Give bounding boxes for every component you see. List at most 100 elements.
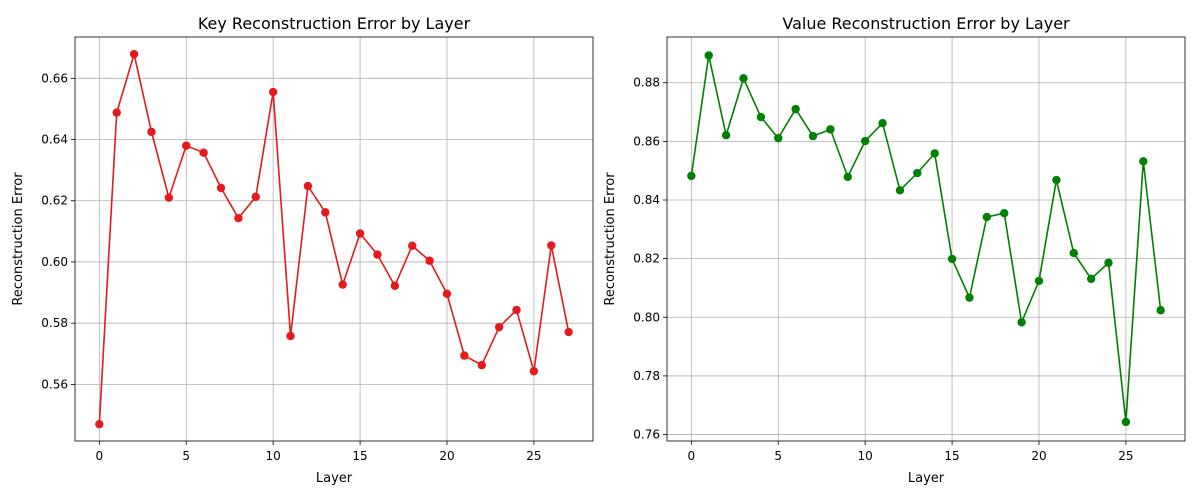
value-data-point bbox=[774, 133, 783, 143]
value-data-point bbox=[826, 125, 835, 134]
key-data-point bbox=[547, 241, 556, 250]
value-data-point bbox=[687, 171, 696, 181]
key-data-point bbox=[303, 181, 313, 191]
value-axis-ticks: 0 5 10 15 20 25 0.76 0.78 0.80 0.82 0.84 0.86 0.88 bbox=[633, 76, 1133, 463]
value-x-tick-label: 10 bbox=[858, 449, 873, 463]
key-data-point bbox=[147, 127, 156, 137]
key-data-point bbox=[234, 213, 243, 223]
key-y-tick-label: 0.58 bbox=[41, 316, 68, 330]
value-error-chart: 0 5 10 15 20 25 0.76 0.78 0.80 0.82 0.84 0.86 0.88 V… bbox=[603, 14, 1186, 486]
key-data-point bbox=[494, 322, 504, 332]
key-y-tick-label: 0.56 bbox=[41, 377, 68, 391]
key-series-line bbox=[98, 53, 570, 425]
value-x-tick-label: 5 bbox=[774, 449, 782, 463]
key-data-point bbox=[199, 148, 208, 157]
value-data-point bbox=[930, 149, 939, 158]
value-chart-title: Value Reconstruction Error by Layer bbox=[782, 14, 1070, 33]
key-data-point bbox=[216, 183, 226, 193]
value-data-point bbox=[878, 118, 887, 128]
value-y-tick-label: 0.80 bbox=[633, 310, 660, 324]
value-data-point bbox=[721, 131, 731, 140]
key-chart-title: Key Reconstruction Error by Layer bbox=[198, 14, 471, 33]
value-data-point bbox=[913, 168, 922, 178]
value-data-point bbox=[1017, 318, 1026, 327]
key-y-axis-label: Reconstruction Error bbox=[11, 172, 26, 306]
key-x-axis-label: Layer bbox=[316, 471, 353, 486]
key-data-point bbox=[408, 241, 417, 250]
key-data-point bbox=[512, 305, 521, 315]
value-data-point bbox=[947, 254, 957, 264]
key-data-point bbox=[182, 141, 191, 150]
value-data-point bbox=[860, 136, 870, 146]
key-data-point bbox=[321, 208, 330, 217]
key-data-point bbox=[164, 193, 174, 202]
value-data-point bbox=[1034, 276, 1044, 286]
value-y-axis-label: Reconstruction Error bbox=[603, 172, 618, 306]
value-data-point bbox=[895, 186, 905, 195]
key-data-point bbox=[112, 108, 121, 117]
value-data-point bbox=[1139, 157, 1148, 166]
value-data-point bbox=[965, 293, 974, 302]
key-x-tick-label: 25 bbox=[526, 449, 541, 463]
value-x-tick-label: 25 bbox=[1118, 449, 1133, 463]
value-data-point bbox=[1104, 258, 1113, 267]
value-x-tick-label: 15 bbox=[944, 449, 959, 463]
key-data-point bbox=[268, 87, 278, 97]
key-data-point bbox=[460, 351, 469, 360]
value-data-point bbox=[1086, 274, 1096, 284]
key-y-tick-label: 0.66 bbox=[41, 71, 68, 85]
value-data-point bbox=[1069, 248, 1078, 258]
key-data-point bbox=[373, 250, 382, 259]
key-data-point bbox=[286, 331, 295, 341]
value-data-point bbox=[1156, 306, 1165, 315]
key-data-point bbox=[529, 367, 539, 376]
key-error-chart: 0 5 10 15 20 25 0.56 0.58 0.60 0.62 0.64 0.66 Key R… bbox=[11, 14, 594, 486]
value-data-point bbox=[843, 172, 852, 182]
value-data-point bbox=[739, 74, 748, 83]
value-data-point bbox=[756, 112, 766, 122]
value-y-tick-label: 0.76 bbox=[633, 428, 660, 442]
key-x-tick-label: 10 bbox=[266, 449, 281, 463]
value-data-point bbox=[982, 212, 992, 222]
value-data-point bbox=[808, 131, 818, 141]
value-data-point bbox=[791, 104, 800, 114]
key-data-point bbox=[564, 327, 573, 337]
value-x-tick-label: 0 bbox=[688, 449, 696, 463]
value-y-tick-label: 0.82 bbox=[633, 252, 660, 266]
value-y-tick-label: 0.84 bbox=[633, 193, 660, 207]
value-data-point bbox=[1052, 175, 1061, 185]
key-y-tick-label: 0.62 bbox=[41, 194, 68, 208]
key-data-point bbox=[390, 281, 400, 291]
value-y-tick-label: 0.88 bbox=[633, 76, 660, 90]
key-data-point bbox=[338, 280, 347, 289]
value-data-point bbox=[1121, 417, 1131, 427]
key-data-point bbox=[251, 192, 260, 201]
value-series-line bbox=[690, 54, 1162, 423]
key-data-point bbox=[129, 49, 139, 59]
value-x-axis-label: Layer bbox=[908, 471, 945, 486]
key-x-tick-label: 5 bbox=[182, 449, 190, 463]
value-y-tick-label: 0.86 bbox=[633, 134, 660, 148]
key-x-tick-label: 20 bbox=[439, 449, 454, 463]
key-data-point bbox=[425, 256, 434, 265]
key-x-tick-label: 15 bbox=[352, 449, 367, 463]
key-data-point bbox=[442, 289, 452, 298]
value-data-point bbox=[1000, 209, 1009, 218]
key-series bbox=[95, 49, 573, 429]
key-y-tick-label: 0.60 bbox=[41, 255, 68, 269]
key-data-point bbox=[355, 229, 365, 238]
key-gridlines bbox=[75, 37, 593, 441]
value-y-tick-label: 0.78 bbox=[633, 369, 660, 383]
key-axis-ticks: 0 5 10 15 20 25 0.56 0.58 0.60 0.62 0.64 0.66 bbox=[41, 71, 541, 463]
key-y-tick-label: 0.64 bbox=[41, 133, 68, 147]
key-x-tick-label: 0 bbox=[96, 449, 104, 463]
value-series bbox=[687, 51, 1165, 427]
value-gridlines bbox=[667, 37, 1185, 441]
value-data-point bbox=[704, 51, 713, 60]
key-plot-frame bbox=[74, 36, 594, 442]
key-data-point bbox=[477, 360, 486, 370]
value-plot-frame bbox=[666, 36, 1186, 442]
value-x-tick-label: 20 bbox=[1031, 449, 1046, 463]
key-data-point bbox=[95, 419, 104, 429]
